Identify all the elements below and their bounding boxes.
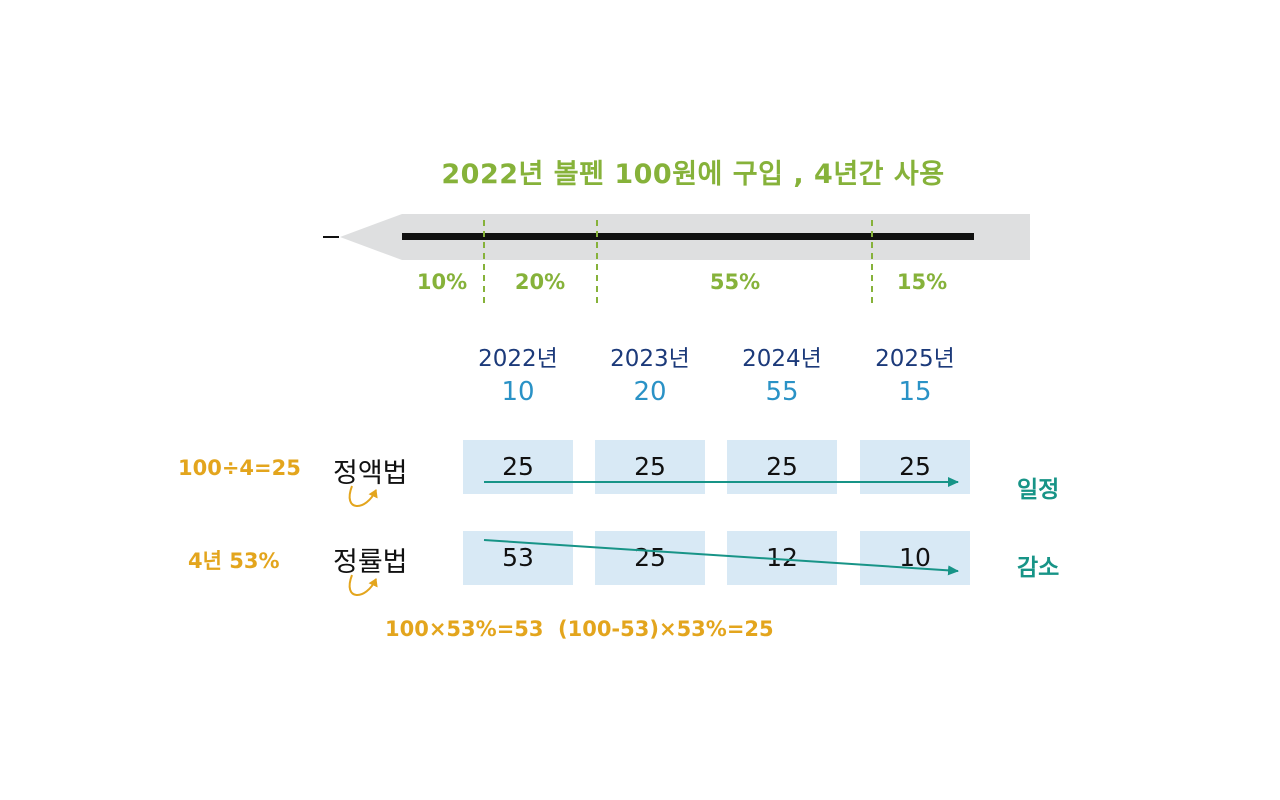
usage-value-2025: 15 bbox=[898, 377, 932, 407]
declining-balance-trend-arrow bbox=[483, 539, 959, 576]
straight-line-trend-label: 일정 bbox=[1017, 477, 1060, 503]
declining-balance-cell-2025: 10 bbox=[860, 531, 970, 585]
declining-balance-trend-label: 감소 bbox=[1017, 555, 1060, 581]
segment-label-2: 20% bbox=[514, 270, 566, 294]
pen-tip bbox=[340, 214, 402, 260]
diagram-title: 2022년 볼펜 100원에 구입 , 4년간 사용 bbox=[441, 159, 945, 190]
pen-ink-line bbox=[402, 233, 974, 240]
usage-value-2024: 55 bbox=[765, 377, 799, 407]
segment-label-4: 15% bbox=[896, 270, 948, 294]
declining-balance-curved-arrow bbox=[348, 574, 378, 596]
straight-line-curved-arrow bbox=[348, 485, 378, 507]
straight-line-method-label: 정액법 bbox=[333, 458, 408, 489]
segment-label-3: 55% bbox=[709, 270, 761, 294]
bottom-formula-2: (100-53)×53%=25 bbox=[558, 617, 774, 641]
declining-balance-rate: 4년 53% bbox=[188, 549, 280, 573]
declining-balance-method-label: 정률법 bbox=[333, 547, 408, 578]
straight-line-formula: 100÷4=25 bbox=[178, 456, 301, 480]
year-header-2024: 2024년 bbox=[742, 346, 822, 372]
year-header-2025: 2025년 bbox=[875, 346, 955, 372]
straight-line-cell-2024: 25 bbox=[727, 440, 837, 494]
segment-label-1: 10% bbox=[416, 270, 468, 294]
bottom-formula-1: 100×53%=53 bbox=[385, 617, 544, 641]
usage-value-2022: 10 bbox=[501, 377, 535, 407]
straight-line-cell-2023: 25 bbox=[595, 440, 705, 494]
declining-balance-cell-2022: 53 bbox=[463, 531, 573, 585]
declining-balance-cell-2023: 25 bbox=[595, 531, 705, 585]
year-header-2023: 2023년 bbox=[610, 346, 690, 372]
usage-value-2023: 20 bbox=[633, 377, 667, 407]
straight-line-cell-2022: 25 bbox=[463, 440, 573, 494]
year-header-2022: 2022년 bbox=[478, 346, 558, 372]
pen-tip-line bbox=[323, 236, 339, 238]
